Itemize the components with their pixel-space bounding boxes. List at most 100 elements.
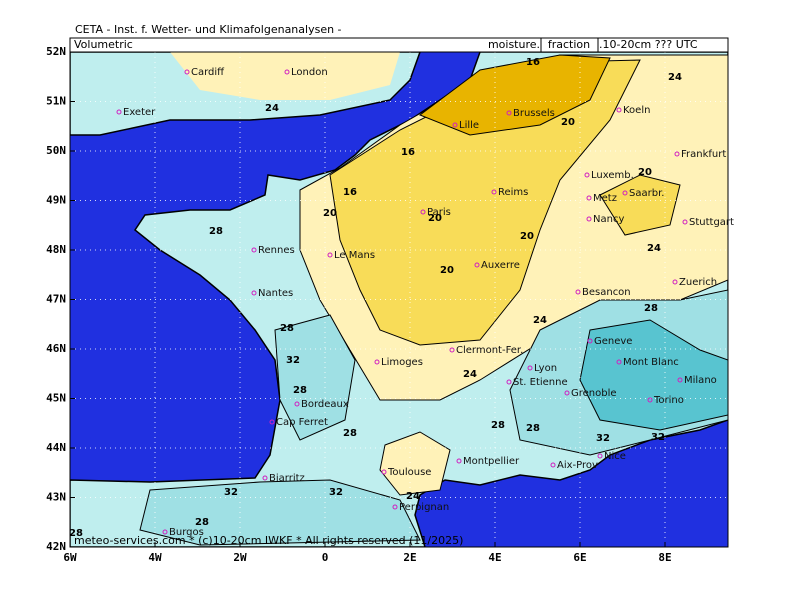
- city-label: Koeln: [623, 105, 650, 116]
- lon-label: 6W: [63, 551, 77, 564]
- contour-label: 24: [647, 243, 661, 254]
- lat-label: 48N: [46, 243, 66, 256]
- city-label: Geneve: [594, 336, 632, 347]
- lon-label: 2E: [403, 551, 416, 564]
- map-area: [70, 52, 728, 547]
- contour-label: 20: [520, 231, 534, 242]
- contour-label: 32: [329, 487, 343, 498]
- city-marker: [269, 419, 275, 425]
- contour-label: 20: [561, 117, 575, 128]
- city-marker: [587, 338, 593, 344]
- lon-label: 4E: [488, 551, 501, 564]
- contour-label: 24: [668, 72, 682, 83]
- lat-label: 49N: [46, 194, 66, 207]
- city-label: Luxemb.: [591, 170, 634, 181]
- lat-label: 50N: [46, 144, 66, 157]
- city-marker: [162, 529, 168, 535]
- contour-label: 16: [401, 147, 415, 158]
- contour-label: 28: [195, 517, 209, 528]
- city-label: Cap Ferret: [276, 417, 328, 428]
- city-label: Mont Blanc: [623, 357, 679, 368]
- lon-label: 2W: [233, 551, 247, 564]
- city-label: Limoges: [381, 357, 423, 368]
- lat-label: 45N: [46, 392, 66, 405]
- moist-zone-orange: [418, 54, 611, 136]
- contour-label: 28: [69, 528, 83, 539]
- city-marker: [381, 469, 387, 475]
- city-label: Nantes: [258, 288, 293, 299]
- city-marker: [420, 209, 426, 215]
- contour-label: 28: [526, 423, 540, 434]
- contour-label: 16: [526, 57, 540, 68]
- city-marker: [452, 122, 458, 128]
- contour-label: 28: [491, 420, 505, 431]
- city-label: Perpignan: [399, 502, 449, 513]
- contour-label: 28: [644, 303, 658, 314]
- city-marker: [449, 347, 455, 353]
- right-label-prefix: moisture.: [488, 38, 540, 51]
- city-label: Burgos: [169, 527, 204, 538]
- city-marker: [564, 390, 570, 396]
- contour-label: 24: [533, 315, 547, 326]
- city-label: Nice: [604, 451, 626, 462]
- city-label: Cardiff: [191, 67, 225, 78]
- lat-label: 47N: [46, 293, 66, 306]
- contour-label: 28: [343, 428, 357, 439]
- contour-label: 20: [440, 265, 454, 276]
- city-marker: [374, 359, 380, 365]
- lat-label: 44N: [46, 441, 66, 454]
- city-label: Rennes: [258, 245, 295, 256]
- city-label: Nancy: [593, 214, 624, 225]
- city-label: Lyon: [534, 363, 557, 374]
- contour-label: 24: [265, 103, 279, 114]
- contour-label: 28: [280, 323, 294, 334]
- contour-label: 20: [638, 167, 652, 178]
- city-marker: [251, 247, 257, 253]
- city-marker: [647, 397, 653, 403]
- contour-label: 24: [463, 369, 477, 380]
- city-marker: [586, 195, 592, 201]
- lon-label: 8E: [658, 551, 671, 564]
- wet-zone-biscay: [274, 314, 356, 441]
- city-marker: [622, 190, 628, 196]
- city-label: Brussels: [513, 108, 555, 119]
- city-marker: [392, 504, 398, 510]
- lon-label: 6E: [573, 551, 586, 564]
- city-marker: [491, 189, 497, 195]
- wet-zone-pyrenees: [139, 479, 421, 546]
- city-label: Metz: [593, 193, 617, 204]
- city-marker: [677, 377, 683, 383]
- city-label: Zuerich: [679, 277, 717, 288]
- city-marker: [284, 69, 290, 75]
- contour-label: 32: [596, 433, 610, 444]
- city-marker: [474, 262, 480, 268]
- city-marker: [616, 107, 622, 113]
- lat-label: 52N: [46, 45, 66, 58]
- contour-label: 32: [224, 487, 238, 498]
- city-label: Milano: [684, 375, 717, 386]
- city-label: Clermont-Fer.: [456, 345, 523, 356]
- city-marker: [672, 279, 678, 285]
- city-marker: [327, 252, 333, 258]
- dry-zone-toulouse: [379, 431, 451, 496]
- city-marker: [506, 110, 512, 116]
- city-marker: [682, 219, 688, 225]
- city-marker: [527, 365, 533, 371]
- city-marker: [251, 290, 257, 296]
- city-label: London: [291, 67, 328, 78]
- lon-label: 0: [322, 551, 329, 564]
- city-label: Stuttgart: [689, 217, 734, 228]
- title: CETA - Inst. f. Wetter- und Klimafolgena…: [75, 23, 342, 36]
- right-label-unit: fraction: [548, 38, 590, 51]
- city-label: Montpellier: [463, 456, 520, 467]
- city-label: St. Etienne: [513, 377, 568, 388]
- footer: meteo-services.com * (c)10-20cm IWKF * A…: [74, 534, 463, 547]
- city-marker: [597, 453, 603, 459]
- city-marker: [550, 462, 556, 468]
- lon-label: 4W: [148, 551, 162, 564]
- city-label: Paris: [427, 207, 451, 218]
- city-marker: [456, 458, 462, 464]
- left-label: Volumetric: [74, 38, 133, 51]
